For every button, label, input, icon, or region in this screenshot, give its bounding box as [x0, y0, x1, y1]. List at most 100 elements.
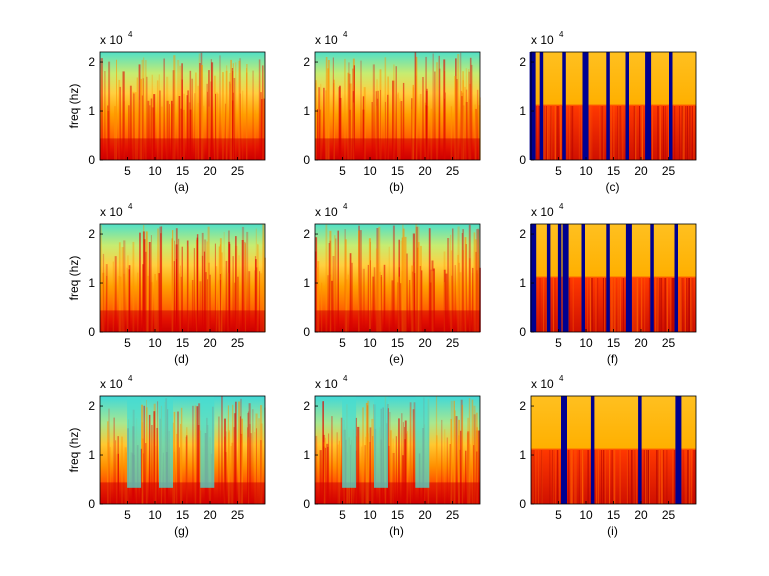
spectral-streak	[661, 278, 663, 332]
spectral-streak	[661, 450, 663, 504]
spectral-streak	[320, 83, 322, 160]
low-frequency-band	[315, 138, 480, 160]
spectral-streak	[609, 450, 610, 504]
y-scale-exponent: 4	[128, 30, 133, 39]
x-tick-label: 25	[662, 336, 676, 350]
spectral-streak	[646, 450, 647, 504]
spectral-streak	[468, 258, 471, 332]
spectral-streak	[419, 94, 422, 160]
spectral-streak	[183, 93, 185, 160]
spectral-streak	[196, 234, 199, 332]
spectral-streak	[261, 99, 263, 160]
spectral-streak	[436, 435, 438, 504]
x-tick-label: 10	[579, 336, 593, 350]
y-scale-factor: x 10	[315, 205, 338, 219]
spectral-streak	[180, 423, 182, 504]
spectral-streak	[552, 450, 554, 504]
spectral-streak	[389, 412, 391, 504]
spectral-streak	[221, 396, 223, 504]
spectral-streak	[153, 411, 156, 504]
spectral-streak	[262, 224, 265, 332]
y-tick-label: 2	[303, 399, 310, 413]
y-tick-label: 0	[88, 497, 95, 511]
spectral-streak	[254, 270, 256, 332]
spectral-streak	[644, 278, 646, 332]
spectral-streak	[402, 455, 404, 504]
spectral-streak	[377, 90, 379, 160]
spectral-streak	[204, 239, 207, 332]
spectral-streak	[687, 106, 688, 160]
spectral-streak	[542, 106, 544, 160]
spectral-streak	[451, 275, 453, 332]
spectral-streak	[453, 400, 455, 504]
spectral-streak	[572, 278, 574, 332]
spectral-streak	[597, 278, 599, 332]
spectral-streak	[660, 106, 661, 160]
spectrogram-image	[100, 52, 265, 161]
spectral-streak	[397, 94, 399, 160]
spectral-streak	[613, 278, 615, 332]
spectral-streak	[690, 450, 692, 504]
spectral-streak	[640, 278, 642, 332]
spectral-streak	[658, 450, 659, 504]
spectral-streak	[171, 103, 174, 160]
spectral-streak	[177, 238, 180, 332]
spectral-streak	[443, 269, 446, 332]
spectral-streak	[159, 226, 161, 332]
spectral-streak	[352, 102, 354, 160]
spectral-streak	[686, 278, 687, 332]
spectral-streak	[143, 405, 145, 504]
spectral-streak	[257, 243, 259, 332]
spectral-streak	[478, 229, 480, 332]
spectral-streak	[247, 427, 249, 504]
spectral-streak	[535, 450, 537, 504]
spectral-streak	[260, 405, 263, 504]
spectral-streak	[349, 109, 351, 160]
spectral-streak	[210, 81, 213, 160]
spectral-streak	[166, 76, 169, 160]
spectral-streak	[678, 278, 680, 332]
spectral-streak	[431, 260, 434, 332]
spectral-streak	[257, 244, 259, 332]
spectrogram-image	[315, 396, 480, 504]
spectral-streak	[691, 278, 693, 332]
y-tick-label: 2	[303, 55, 310, 69]
spectral-streak	[376, 79, 378, 160]
spectral-streak	[656, 450, 658, 504]
spectral-streak	[620, 106, 621, 160]
spectral-streak	[590, 278, 592, 332]
spectral-streak	[108, 408, 110, 504]
pause-region	[159, 396, 173, 488]
spectral-streak	[449, 444, 451, 504]
spectral-streak	[323, 442, 326, 504]
spectral-streak	[392, 225, 395, 332]
x-tick-label: 15	[176, 508, 190, 522]
spectral-streak	[102, 272, 105, 332]
spectral-streak	[371, 102, 373, 160]
spectral-streak	[362, 407, 364, 504]
spectral-streak	[219, 279, 222, 332]
spectral-streak	[176, 433, 178, 504]
spectral-streak	[209, 274, 211, 332]
spectral-streak	[639, 106, 640, 160]
spectral-streak	[619, 278, 621, 332]
spectral-streak	[587, 278, 588, 332]
spectral-streak	[470, 64, 473, 160]
spectral-streak	[238, 401, 241, 504]
spectral-streak	[468, 224, 471, 332]
spectral-streak	[345, 279, 348, 332]
y-scale-factor: x 10	[100, 33, 123, 47]
spectral-streak	[413, 402, 416, 504]
spectral-streak	[603, 106, 605, 160]
spectral-streak	[450, 250, 453, 332]
y-scale-factor: x 10	[531, 33, 554, 47]
spectral-streak	[555, 450, 556, 504]
spectral-streak	[375, 105, 378, 160]
y-tick-label: 1	[303, 276, 310, 290]
spectral-streak	[365, 402, 368, 504]
spectral-streak	[258, 59, 261, 160]
spectral-streak	[570, 450, 572, 504]
spectral-streak	[347, 274, 349, 332]
x-tick-label: 15	[607, 336, 621, 350]
